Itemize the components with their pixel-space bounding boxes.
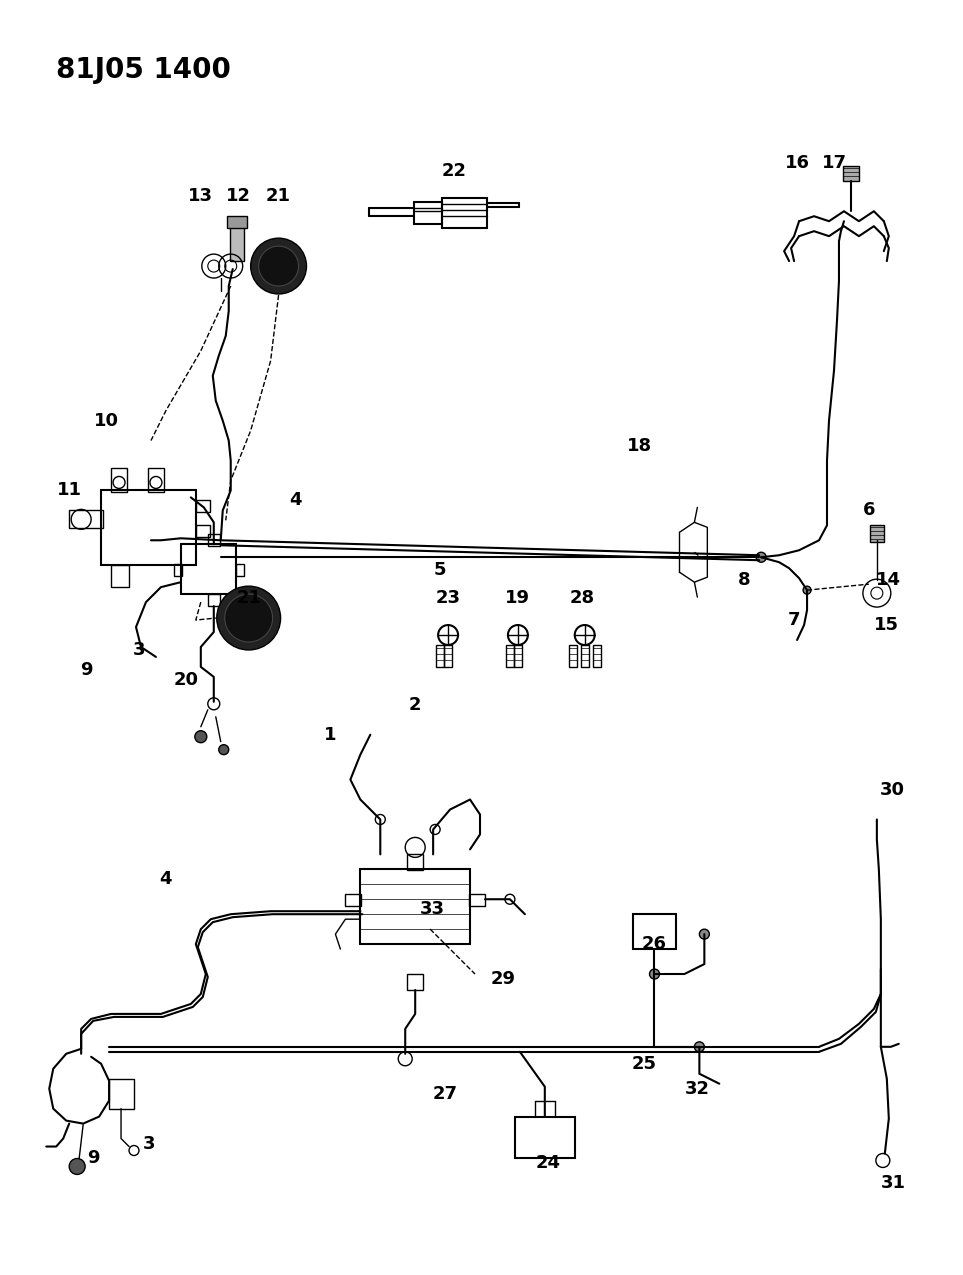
Text: 18: 18 [627, 436, 652, 455]
Text: 24: 24 [535, 1154, 560, 1173]
Text: 12: 12 [226, 187, 251, 205]
Text: 5: 5 [434, 561, 447, 579]
Bar [442, 199, 487, 228]
Bar [111, 468, 127, 492]
Bar [195, 525, 210, 537]
Text: 13: 13 [189, 187, 214, 205]
Text: 2: 2 [409, 696, 422, 714]
Bar [407, 854, 423, 871]
Circle shape [699, 929, 710, 940]
Text: 7: 7 [788, 611, 800, 629]
Text: 9: 9 [87, 1150, 99, 1168]
Bar [592, 645, 601, 667]
Circle shape [803, 586, 811, 594]
Bar [436, 645, 444, 667]
Text: 29: 29 [490, 970, 515, 988]
Bar [230, 226, 244, 261]
Text: 3: 3 [133, 641, 145, 659]
Bar [236, 565, 244, 576]
Text: 21: 21 [236, 589, 261, 607]
Text: 8: 8 [738, 571, 750, 589]
Text: 15: 15 [874, 616, 899, 634]
Text: 31: 31 [881, 1174, 906, 1192]
Bar [444, 645, 452, 667]
Circle shape [649, 969, 660, 979]
Bar [506, 645, 514, 667]
Circle shape [756, 552, 767, 562]
Bar [208, 594, 220, 606]
Bar [407, 974, 423, 989]
Text: 22: 22 [442, 162, 467, 180]
Circle shape [195, 731, 207, 743]
Text: 32: 32 [685, 1080, 710, 1098]
Bar [195, 500, 210, 513]
Bar [109, 1079, 134, 1109]
Bar [414, 203, 442, 224]
Bar [111, 565, 129, 588]
Bar [226, 217, 247, 228]
Bar [515, 1117, 575, 1159]
Bar [360, 870, 470, 944]
Bar [870, 525, 884, 542]
Bar [69, 510, 103, 528]
Circle shape [224, 594, 273, 643]
Text: 30: 30 [879, 780, 904, 798]
Text: 19: 19 [506, 589, 531, 607]
Text: 10: 10 [93, 412, 118, 430]
Bar [101, 491, 195, 565]
Bar [148, 468, 164, 492]
Bar [514, 645, 522, 667]
Circle shape [259, 246, 299, 286]
Circle shape [217, 586, 280, 650]
Text: 4: 4 [289, 491, 301, 510]
Text: 14: 14 [876, 571, 901, 589]
Text: 3: 3 [143, 1135, 155, 1153]
Circle shape [69, 1159, 85, 1174]
Bar [174, 565, 182, 576]
Bar [469, 894, 485, 907]
Text: 26: 26 [642, 935, 667, 954]
Bar [581, 645, 588, 667]
Text: 21: 21 [266, 187, 291, 205]
Text: 81J05 1400: 81J05 1400 [56, 56, 231, 84]
Text: 1: 1 [325, 725, 337, 743]
Text: 25: 25 [632, 1054, 657, 1072]
Text: 23: 23 [435, 589, 460, 607]
Bar [633, 914, 676, 949]
Bar [346, 894, 361, 907]
Bar [569, 645, 577, 667]
Text: 27: 27 [432, 1085, 457, 1103]
Circle shape [250, 238, 306, 295]
Circle shape [694, 1042, 704, 1052]
Bar [843, 166, 859, 181]
Text: 20: 20 [173, 671, 198, 688]
Text: 17: 17 [821, 154, 846, 172]
Text: 28: 28 [569, 589, 594, 607]
Bar [208, 534, 220, 546]
Bar [181, 544, 236, 594]
Text: 33: 33 [420, 900, 445, 918]
Text: 16: 16 [785, 154, 810, 172]
Text: 6: 6 [863, 501, 875, 519]
Text: 9: 9 [80, 660, 92, 678]
Text: 11: 11 [57, 482, 82, 500]
Text: 4: 4 [160, 871, 172, 889]
Circle shape [219, 745, 229, 755]
